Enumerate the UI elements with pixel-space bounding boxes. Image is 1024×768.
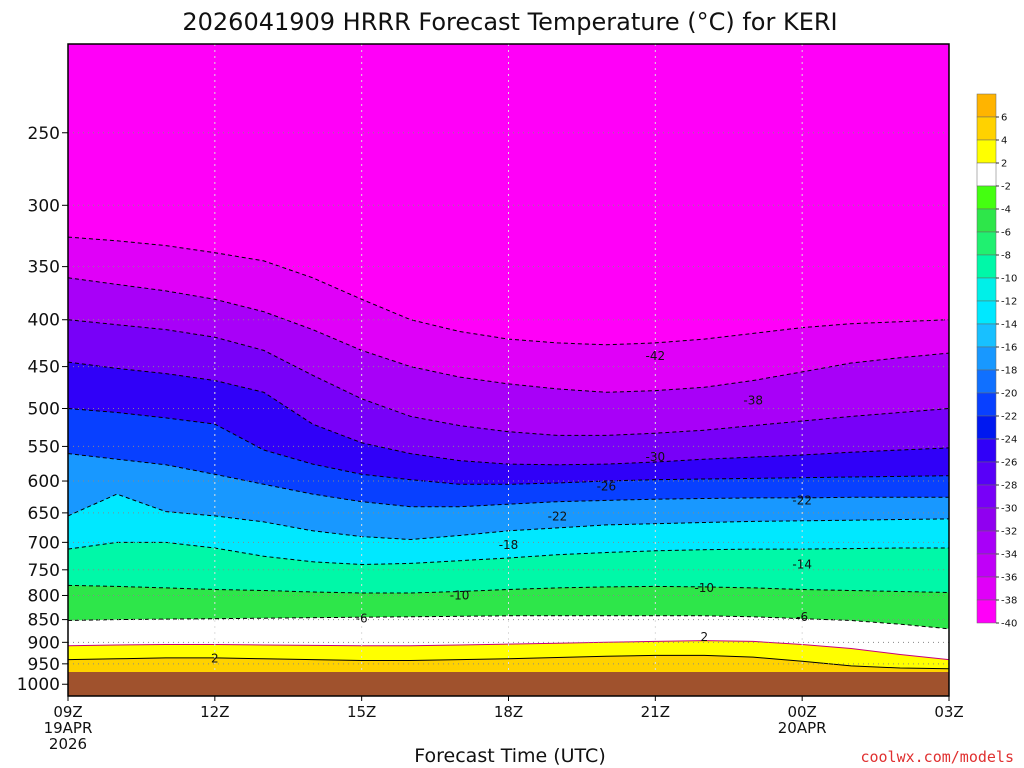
contour-label: 2 — [211, 651, 219, 665]
colorbar: 6 4 2 -2 -4 -6 -8 -10 -12 -14 -16 -18 -20 -22 -24 -26 -2… — [976, 93, 1017, 630]
y-tick-label: 750 — [28, 561, 60, 581]
colorbar-swatch — [976, 553, 997, 578]
y-tick-label: 250 — [28, 124, 60, 144]
colorbar-label: -38 — [1001, 596, 1017, 607]
contour-label: -6 — [356, 612, 368, 626]
colorbar-swatch — [976, 530, 997, 555]
y-tick-label: 900 — [28, 633, 60, 653]
y-tick-label: 500 — [28, 400, 60, 420]
colorbar-label: 2 — [1001, 159, 1007, 170]
x-tick-label: 20APR — [778, 719, 827, 737]
colorbar-swatch — [976, 461, 997, 486]
contour-label: -14 — [792, 557, 812, 571]
contour-label: -10 — [450, 588, 470, 602]
x-tick-label: 18Z — [494, 703, 523, 721]
colorbar-swatch — [976, 438, 997, 463]
colorbar-label: -40 — [1001, 619, 1017, 630]
contour-label: -38 — [743, 393, 763, 407]
y-tick-label: 350 — [28, 258, 60, 278]
x-tick-label: 2026 — [49, 735, 87, 753]
colorbar-swatch — [976, 185, 997, 210]
credit-text: coolwx.com/models — [860, 748, 1014, 766]
y-tick-label: 800 — [28, 586, 60, 606]
colorbar-label: -22 — [1001, 412, 1017, 423]
chart-title: 2026041909 HRRR Forecast Temperature (°C… — [182, 8, 837, 36]
colorbar-label: -2 — [1001, 182, 1011, 193]
colorbar-swatch — [976, 139, 997, 164]
colorbar-swatch — [976, 323, 997, 348]
x-tick-label: 19APR — [44, 719, 93, 737]
x-tick-label: 00Z — [787, 703, 816, 721]
y-tick-label: 450 — [28, 358, 60, 378]
contour-label: -22 — [792, 493, 812, 507]
y-tick-label: 1000 — [17, 675, 60, 695]
colorbar-label: -36 — [1001, 573, 1017, 584]
colorbar-label: -14 — [1001, 320, 1017, 331]
isotherm-line — [68, 277, 949, 393]
colorbar-label: -28 — [1001, 481, 1017, 492]
ground-band — [68, 672, 949, 696]
colorbar-swatch — [976, 507, 997, 532]
y-tick-label: 700 — [28, 533, 60, 553]
colorbar-swatch — [976, 116, 997, 141]
colorbar-label: -34 — [1001, 550, 1017, 561]
colorbar-swatch — [976, 369, 997, 394]
colorbar-label: -10 — [1001, 274, 1017, 285]
colorbar-label: -16 — [1001, 343, 1017, 354]
colorbar-label: -32 — [1001, 527, 1017, 538]
colorbar-swatch — [976, 254, 997, 279]
x-tick-label: 03Z — [934, 703, 963, 721]
y-tick-label: 950 — [28, 655, 60, 675]
x-tick-label: 09Z — [53, 703, 82, 721]
y-tick-label: 850 — [28, 611, 60, 631]
contour-label: -18 — [499, 538, 519, 552]
colorbar-swatch — [976, 599, 997, 624]
colorbar-label: -8 — [1001, 251, 1011, 262]
colorbar-swatch — [976, 484, 997, 509]
colorbar-label: -4 — [1001, 205, 1011, 216]
colorbar-swatch — [976, 300, 997, 325]
isotherm-line — [68, 319, 949, 436]
colorbar-swatch — [976, 208, 997, 233]
colorbar-swatch — [976, 162, 997, 187]
colorbar-swatch — [976, 576, 997, 601]
y-tick-label: 300 — [28, 196, 60, 216]
colorbar-label: -6 — [1001, 228, 1011, 239]
contour-label: 2 — [700, 630, 708, 644]
contour-label: -26 — [597, 479, 617, 493]
colorbar-swatch — [976, 346, 997, 371]
isotherm-line — [68, 453, 949, 508]
x-axis-title: Forecast Time (UTC) — [414, 745, 605, 767]
contour-label: -30 — [646, 450, 666, 464]
colorbar-label: -26 — [1001, 458, 1017, 469]
x-tick-label: 12Z — [200, 703, 229, 721]
colorbar-label: 6 — [1001, 113, 1007, 124]
colorbar-swatch — [976, 415, 997, 440]
contour-label: -42 — [646, 349, 666, 363]
y-tick-label: 550 — [28, 437, 60, 457]
colorbar-label: 4 — [1001, 136, 1007, 147]
colorbar-label: -20 — [1001, 389, 1017, 400]
colorbar-swatch — [976, 277, 997, 302]
colorbar-label: -12 — [1001, 297, 1017, 308]
x-tick-label: 15Z — [347, 703, 376, 721]
colorbar-label: -30 — [1001, 504, 1017, 515]
y-tick-label: 400 — [28, 311, 60, 331]
colorbar-swatch — [976, 93, 997, 118]
contour-label: -10 — [694, 581, 714, 595]
colorbar-swatch — [976, 231, 997, 256]
colorbar-swatch — [976, 392, 997, 417]
y-tick-label: 600 — [28, 472, 60, 492]
contour-label: -6 — [796, 610, 808, 624]
x-tick-label: 21Z — [641, 703, 670, 721]
y-tick-label: 650 — [28, 504, 60, 524]
colorbar-label: -18 — [1001, 366, 1017, 377]
contour-label: -22 — [548, 510, 568, 524]
colorbar-label: -24 — [1001, 435, 1017, 446]
